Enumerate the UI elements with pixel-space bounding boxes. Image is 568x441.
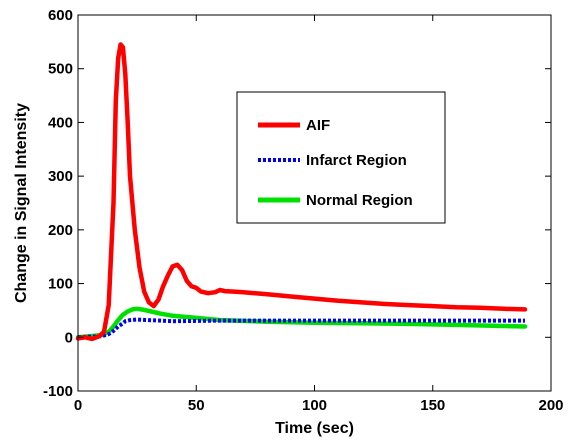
series-line-infarct-region <box>77 317 525 340</box>
x-tick-label: 200 <box>538 397 563 414</box>
y-tick-label: -100 <box>43 383 73 400</box>
y-tick-label: 0 <box>65 329 73 346</box>
y-tick-label: 200 <box>48 222 73 239</box>
x-axis-label: Time (sec) <box>275 420 354 437</box>
series-line-normal-region <box>75 306 528 340</box>
y-tick-label: 600 <box>48 7 73 24</box>
y-tick-label: 100 <box>48 276 73 293</box>
x-tick-label: 0 <box>74 397 82 414</box>
legend-label-aif: AIF <box>306 117 330 134</box>
legend-label-normal-region: Normal Region <box>306 192 413 209</box>
y-tick-label: 400 <box>48 114 73 131</box>
x-tick-label: 150 <box>420 397 445 414</box>
legend-label-infarct-region: Infarct Region <box>306 152 407 169</box>
legend: AIF Infarct Region Normal Region <box>236 91 446 224</box>
y-axis-label: Change in Signal Intensity <box>13 103 30 303</box>
x-tick-label: 100 <box>302 397 327 414</box>
series-layer <box>75 42 528 342</box>
y-tick-label: 300 <box>48 168 73 185</box>
y-tick-label: 500 <box>48 61 73 78</box>
x-tick-label: 50 <box>188 397 205 414</box>
series-line-aif <box>75 42 528 342</box>
